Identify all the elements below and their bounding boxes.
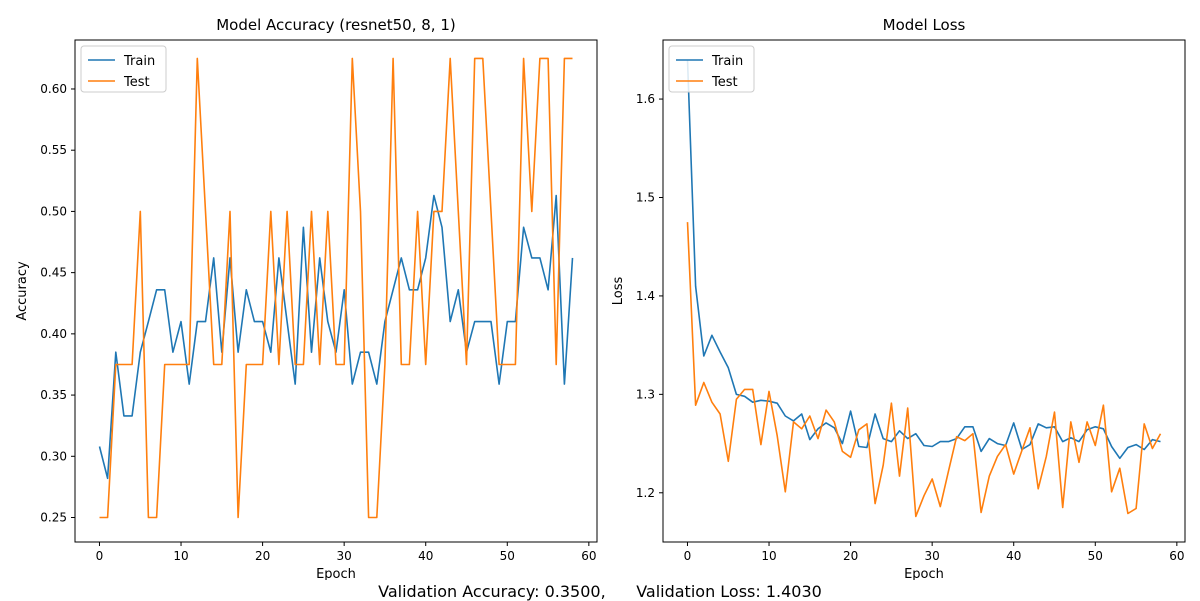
y-axis-label: Loss bbox=[611, 277, 626, 306]
x-tick-label: 30 bbox=[337, 549, 352, 563]
x-tick-label: 60 bbox=[1169, 549, 1184, 563]
chart-title: Model Accuracy (resnet50, 8, 1) bbox=[216, 16, 456, 34]
x-tick-label: 40 bbox=[418, 549, 433, 563]
legend-label-test: Test bbox=[711, 75, 738, 90]
legend-label-train: Train bbox=[711, 54, 743, 69]
x-tick-label: 0 bbox=[684, 549, 692, 563]
plot-frame bbox=[662, 39, 1186, 543]
chart-title: Model Loss bbox=[883, 16, 966, 34]
series-line-test bbox=[99, 57, 573, 519]
validation-summary: Validation Accuracy: 0.3500, Validation … bbox=[378, 582, 822, 601]
loss-chart: 0 10 20 30 40 50 60 1.2 1.3 1.4 1.5 1.6 Model Loss Ep… bbox=[611, 16, 1186, 580]
legend-label-test: Test bbox=[123, 75, 150, 90]
y-axis-label: Accuracy bbox=[15, 261, 30, 321]
x-tick-label: 50 bbox=[500, 549, 515, 563]
x-tick-label: 40 bbox=[1006, 549, 1021, 563]
y-tick-label: 0.55 bbox=[40, 143, 67, 157]
y-tick-label: 1.2 bbox=[636, 486, 655, 500]
x-tick-label: 0 bbox=[96, 549, 104, 563]
x-tick-label: 60 bbox=[581, 549, 596, 563]
x-tick-label: 20 bbox=[255, 549, 270, 563]
x-tick-label: 30 bbox=[925, 549, 940, 563]
y-tick-label: 1.5 bbox=[636, 190, 655, 204]
y-tick-label: 0.25 bbox=[40, 511, 67, 525]
y-tick-label: 0.40 bbox=[40, 327, 67, 341]
y-tick-label: 0.45 bbox=[40, 266, 67, 280]
y-tick-label: 1.6 bbox=[636, 92, 655, 106]
x-tick-label: 50 bbox=[1088, 549, 1103, 563]
series-line-test bbox=[686, 222, 1162, 518]
y-tick-label: 1.4 bbox=[636, 289, 655, 303]
legend-label-train: Train bbox=[123, 54, 155, 69]
series-line-train bbox=[98, 194, 574, 480]
x-axis-label: Epoch bbox=[904, 567, 944, 580]
x-tick-label: 10 bbox=[173, 549, 188, 563]
x-tick-label: 20 bbox=[843, 549, 858, 563]
plot-frame bbox=[74, 39, 598, 543]
series-line-train bbox=[686, 59, 1161, 460]
y-tick-label: 0.30 bbox=[40, 449, 67, 463]
y-tick-label: 0.60 bbox=[40, 82, 67, 96]
y-tick-label: 0.35 bbox=[40, 388, 67, 402]
x-axis-label: Epoch bbox=[316, 567, 356, 580]
y-tick-label: 1.3 bbox=[636, 387, 655, 401]
x-tick-label: 10 bbox=[761, 549, 776, 563]
y-tick-label: 0.50 bbox=[40, 204, 67, 218]
accuracy-chart: 0 10 20 30 40 50 60 0.25 0.30 0.35 0.40 0.45 0.50 0.5… bbox=[15, 16, 598, 580]
